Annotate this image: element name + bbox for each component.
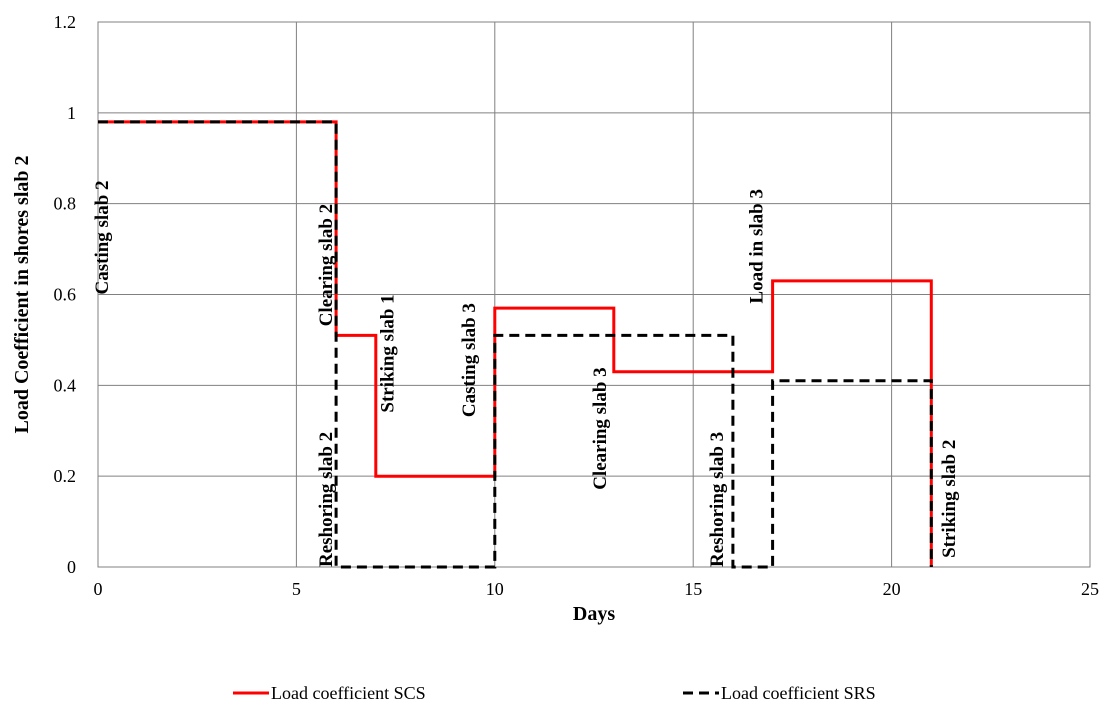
legend: Load coefficient SCS Load coefficient SRS: [233, 683, 876, 703]
x-tick-label: 20: [883, 579, 901, 599]
x-tick-label: 5: [292, 579, 301, 599]
annotation-label: Casting slab 3: [459, 303, 480, 417]
annotations: Casting slab 2 Clearing slab 2 Reshoring s…: [92, 180, 960, 567]
y-tick-label: 0.6: [54, 285, 77, 305]
series-line-scs: [98, 120, 933, 567]
x-axis-title: Days: [573, 603, 615, 625]
annotation-label: Reshoring slab 2: [316, 432, 337, 567]
y-tick-label: 1.2: [54, 12, 77, 32]
plot-area-border: [97, 21, 1091, 568]
x-tick-label: 10: [486, 579, 504, 599]
series-line-srs: [98, 120, 933, 569]
legend-label: Load coefficient SRS: [721, 683, 876, 703]
y-tick-label: 0.8: [54, 194, 77, 214]
y-axis-title: Load Coefficient in shores slab 2: [11, 156, 33, 434]
x-tick-label: 0: [94, 579, 103, 599]
annotation-label: Clearing slab 3: [590, 367, 611, 489]
y-tick-label: 1: [67, 103, 76, 123]
series-layer: [98, 120, 933, 569]
annotation-label: Reshoring slab 3: [707, 432, 728, 567]
annotation-label: Striking slab 1: [378, 294, 399, 412]
x-tick-label: 25: [1081, 579, 1099, 599]
y-tick-label: 0.2: [54, 466, 77, 486]
y-tick-label: 0.4: [54, 375, 77, 395]
annotation-label: Load in slab 3: [747, 189, 768, 304]
annotation-label: Striking slab 2: [939, 440, 960, 558]
annotation-label: Clearing slab 2: [316, 204, 337, 326]
legend-label: Load coefficient SCS: [271, 683, 426, 703]
y-axis-ticks: 0 0.2 0.4 0.6 0.8 1 1.2: [54, 12, 77, 577]
x-tick-label: 15: [684, 579, 702, 599]
x-axis-ticks: 0 5 10 15 20 25: [94, 579, 1100, 599]
y-tick-label: 0: [67, 557, 76, 577]
annotation-label: Casting slab 2: [92, 180, 113, 294]
